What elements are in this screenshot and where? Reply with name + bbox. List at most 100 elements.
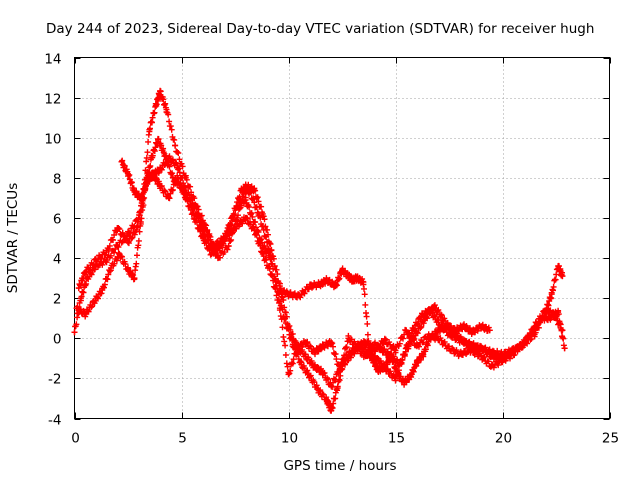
data-point — [82, 311, 89, 318]
data-point — [345, 355, 352, 362]
data-point — [71, 329, 78, 336]
data-point — [204, 227, 211, 233]
x-tick-label: 5 — [178, 431, 187, 447]
y-tick-label: -4 — [48, 413, 61, 429]
data-point — [157, 88, 164, 95]
data-point — [125, 267, 131, 274]
data-point — [538, 315, 544, 322]
data-point — [328, 383, 335, 390]
data-point — [90, 299, 97, 306]
data-point — [431, 303, 437, 310]
data-point — [191, 202, 198, 209]
data-point — [73, 305, 80, 312]
data-point — [302, 353, 309, 360]
data-point — [152, 102, 159, 109]
data-point — [155, 136, 161, 143]
data-point — [422, 315, 429, 322]
data-point — [403, 327, 410, 334]
data-series — [71, 87, 568, 414]
y-tick-label: -2 — [48, 372, 61, 388]
data-point — [208, 245, 215, 251]
y-tick-label: 6 — [53, 212, 62, 228]
data-point — [251, 186, 258, 193]
data-point — [345, 273, 352, 280]
data-point — [461, 323, 467, 330]
data-point — [360, 279, 367, 286]
data-point — [467, 347, 474, 354]
data-point — [238, 186, 245, 193]
y-tick-label: 12 — [44, 92, 61, 108]
data-point — [77, 295, 84, 302]
data-point — [137, 219, 144, 225]
data-point — [401, 379, 408, 386]
data-point — [456, 335, 463, 342]
data-point — [555, 309, 562, 316]
x-tick-label: 15 — [388, 431, 405, 447]
data-point — [182, 194, 189, 201]
data-point — [366, 351, 373, 358]
data-point — [259, 251, 266, 257]
y-axis-label: SDTVAR / TECUs — [5, 183, 21, 293]
data-point — [225, 227, 232, 233]
data-point — [99, 287, 106, 294]
x-tick-label: 20 — [495, 431, 512, 447]
y-tick-labels: -4 -2 0 2 4 6 8 10 12 14 — [44, 52, 61, 429]
data-point — [157, 166, 164, 173]
data-point — [306, 283, 313, 290]
data-point — [144, 170, 151, 177]
data-point — [302, 339, 309, 346]
data-point — [163, 106, 170, 113]
data-point — [456, 351, 463, 358]
series-markers — [73, 168, 568, 377]
data-point — [561, 345, 568, 352]
data-point — [146, 126, 153, 133]
data-point — [334, 383, 341, 390]
data-point — [354, 275, 360, 282]
series-track-d — [118, 153, 275, 262]
data-point — [182, 186, 189, 193]
data-point — [315, 387, 322, 394]
data-point — [298, 361, 305, 368]
data-point — [125, 239, 131, 245]
data-point — [276, 287, 283, 294]
data-point — [332, 283, 339, 290]
data-point — [371, 359, 378, 366]
data-point — [225, 243, 232, 249]
data-point — [319, 343, 326, 350]
data-point — [251, 219, 258, 225]
data-point — [324, 277, 330, 284]
data-point — [469, 329, 476, 336]
data-point — [413, 329, 420, 336]
data-point — [131, 188, 138, 195]
data-point — [217, 243, 223, 249]
data-point — [268, 247, 275, 253]
data-point — [114, 243, 121, 249]
data-point — [328, 339, 335, 346]
data-point — [118, 158, 125, 165]
data-point — [172, 142, 179, 149]
x-tick-label: 0 — [71, 431, 80, 447]
x-tick-label: 10 — [281, 431, 298, 447]
data-point — [452, 327, 459, 334]
data-point — [208, 251, 215, 257]
data-point — [144, 178, 151, 185]
data-point — [555, 263, 562, 270]
data-point — [317, 281, 324, 288]
data-point — [362, 353, 369, 360]
data-point — [294, 345, 301, 352]
data-point — [488, 363, 495, 370]
data-point — [75, 285, 82, 292]
data-point — [446, 345, 452, 352]
y-tick-label: 4 — [53, 252, 62, 268]
data-point — [349, 277, 356, 284]
data-point — [214, 255, 221, 262]
data-point — [381, 337, 388, 344]
data-point — [107, 265, 114, 272]
data-point — [435, 335, 442, 342]
data-point — [371, 347, 378, 354]
series-track-c — [73, 168, 568, 378]
data-point — [388, 353, 395, 360]
data-point — [268, 255, 275, 262]
y-tick-label: 0 — [53, 332, 62, 348]
